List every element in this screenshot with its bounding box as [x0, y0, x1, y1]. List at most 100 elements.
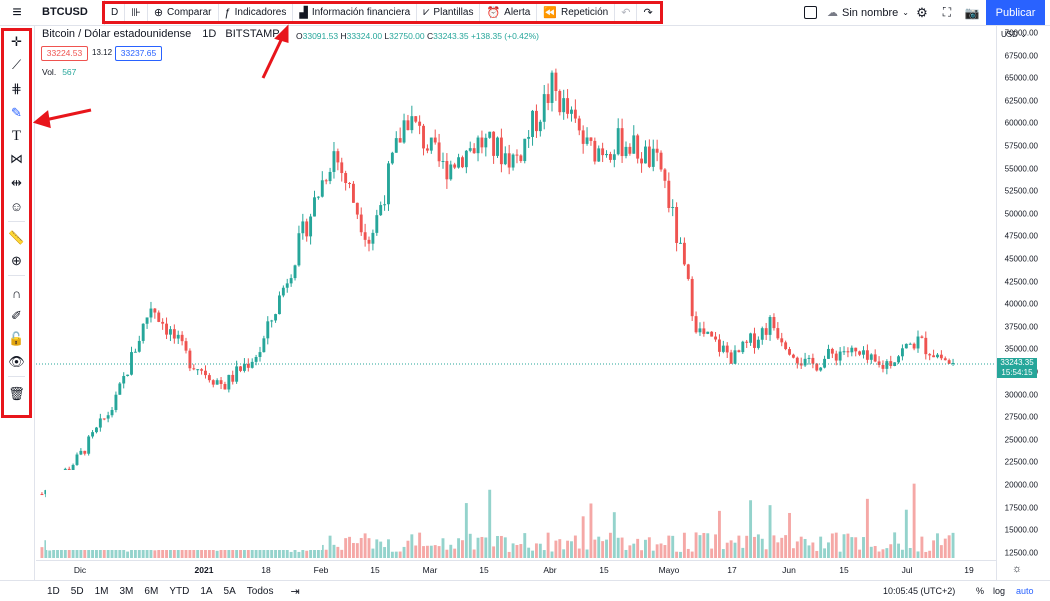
- volume-bar: [499, 535, 503, 558]
- candle-body: [114, 394, 118, 410]
- price-label: 55000.00: [1004, 164, 1038, 174]
- trend-line-icon[interactable]: ⟋: [11, 57, 22, 72]
- candle-body: [309, 216, 313, 237]
- magnet-icon[interactable]: ∩: [11, 285, 22, 301]
- volume-bar: [324, 549, 328, 558]
- separator: [8, 275, 25, 276]
- currency-label[interactable]: USD ⌄: [1001, 30, 1027, 39]
- hamburger-icon[interactable]: ≡: [12, 3, 22, 21]
- candle-body: [601, 148, 605, 156]
- eye-icon[interactable]: 👁: [8, 354, 25, 369]
- candle-body: [95, 427, 98, 433]
- range-button[interactable]: 6M: [144, 585, 159, 597]
- interval-button[interactable]: D: [105, 4, 126, 21]
- templates-button[interactable]: ⩗ Plantillas: [417, 4, 481, 21]
- sell-button[interactable]: 33224.53: [41, 46, 88, 61]
- volume-bar: [865, 498, 869, 558]
- emoji-icon[interactable]: ☺: [9, 198, 24, 214]
- volume-bar: [733, 542, 737, 558]
- ruler-icon[interactable]: 📏: [8, 230, 25, 245]
- range-button[interactable]: 1M: [94, 585, 109, 597]
- chart-type-button[interactable]: ⊪: [125, 4, 148, 21]
- range-button[interactable]: 1A: [200, 585, 213, 597]
- range-button[interactable]: Todos: [246, 585, 274, 597]
- volume-bar: [348, 536, 351, 558]
- volume-bar: [523, 533, 527, 558]
- replay-button[interactable]: ⏪ Repetición: [537, 4, 616, 21]
- volume-bar: [48, 550, 52, 558]
- log-toggle[interactable]: log: [993, 586, 1006, 596]
- pattern-icon[interactable]: ⋈: [10, 151, 23, 166]
- candle-body: [246, 363, 250, 368]
- gear-icon[interactable]: ☼: [1012, 563, 1023, 575]
- volume-bar: [741, 547, 745, 558]
- zoom-in-icon[interactable]: ⊕: [11, 253, 22, 268]
- symbol-search[interactable]: BTCUSD: [36, 0, 105, 25]
- alert-button[interactable]: ⏰ Alerta: [480, 4, 538, 21]
- crosshair-icon[interactable]: ✛: [11, 34, 22, 49]
- volume-bar: [344, 538, 348, 558]
- templates-icon: ⩗: [423, 6, 430, 18]
- range-button[interactable]: 1D: [47, 585, 60, 597]
- volume-bar: [858, 549, 862, 558]
- volume-bar: [760, 538, 764, 558]
- candle-body: [507, 153, 511, 168]
- volume-bar: [702, 532, 706, 558]
- snapshot-button[interactable]: 📷: [961, 0, 983, 25]
- trash-icon[interactable]: 🗑: [8, 386, 25, 401]
- volume-bar: [784, 535, 788, 558]
- measure-range-icon[interactable]: ⇹: [11, 175, 22, 190]
- compare-button[interactable]: ⊕ Comparar: [148, 4, 219, 21]
- date-range-icon[interactable]: ⇥: [290, 585, 300, 598]
- fullscreen-button[interactable]: ⛶: [936, 0, 958, 25]
- volume-bar: [655, 544, 659, 558]
- lock-icon[interactable]: 🔓: [8, 331, 25, 346]
- volume-bar: [869, 546, 873, 558]
- publish-button[interactable]: Publicar: [986, 0, 1045, 25]
- undo-button[interactable]: ↶: [615, 4, 638, 21]
- indicators-button[interactable]: ƒ Indicadores: [219, 4, 294, 21]
- range-button[interactable]: YTD: [169, 585, 190, 597]
- volume-bar: [410, 534, 414, 558]
- volume-bar: [679, 551, 682, 558]
- candle-body: [445, 161, 449, 180]
- auto-toggle[interactable]: auto: [1016, 586, 1034, 596]
- range-button[interactable]: 5D: [70, 585, 84, 597]
- price-label: 45000.00: [1004, 254, 1038, 264]
- price-label: 25000.00: [1004, 435, 1038, 445]
- candle-body: [628, 146, 632, 154]
- candle-body: [410, 116, 414, 131]
- clock[interactable]: 10:05:45 (UTC+2): [883, 586, 956, 596]
- candle-body: [336, 151, 340, 163]
- text-icon[interactable]: T: [11, 127, 22, 144]
- candle-body: [531, 110, 534, 137]
- layout-name-button[interactable]: ☁ Sin nombre ⌄: [826, 0, 910, 25]
- candle-body: [297, 233, 301, 266]
- redo-button[interactable]: ↷: [637, 4, 658, 21]
- range-button[interactable]: 3M: [119, 585, 134, 597]
- candle-body: [418, 121, 422, 126]
- candle-body: [885, 361, 889, 369]
- brush-icon[interactable]: ✎: [11, 105, 22, 120]
- volume-bar: [644, 539, 647, 558]
- volume-bar: [422, 546, 425, 558]
- volume-bar: [141, 549, 145, 558]
- financials-button[interactable]: ▟ Información financiera: [293, 4, 418, 21]
- candle-body: [667, 180, 671, 208]
- layout-checkbox[interactable]: [799, 0, 821, 25]
- percent-toggle[interactable]: %: [976, 586, 985, 596]
- price-label: 52500.00: [1004, 186, 1038, 196]
- candle-body: [636, 135, 640, 159]
- fib-icon[interactable]: ⋕: [11, 81, 22, 96]
- volume-bar: [862, 537, 865, 558]
- candle-body: [788, 349, 791, 355]
- range-button[interactable]: 5A: [223, 585, 236, 597]
- settings-button[interactable]: ⚙: [912, 0, 932, 25]
- price-axis[interactable]: USD ⌄ 70000.00 67500.00 65000.00 62500.00 60…: [996, 25, 1047, 580]
- time-axis[interactable]: Dic 2021 18 Feb 15 Mar 15 Abr 15 Mayo 17 Jun 15 Jul 19: [36, 560, 996, 581]
- candle-body: [270, 320, 274, 322]
- candle-body: [897, 356, 900, 363]
- lock-drawing-icon[interactable]: ✐: [11, 308, 22, 323]
- candle-body: [542, 94, 546, 122]
- buy-button[interactable]: 33237.65: [115, 46, 162, 61]
